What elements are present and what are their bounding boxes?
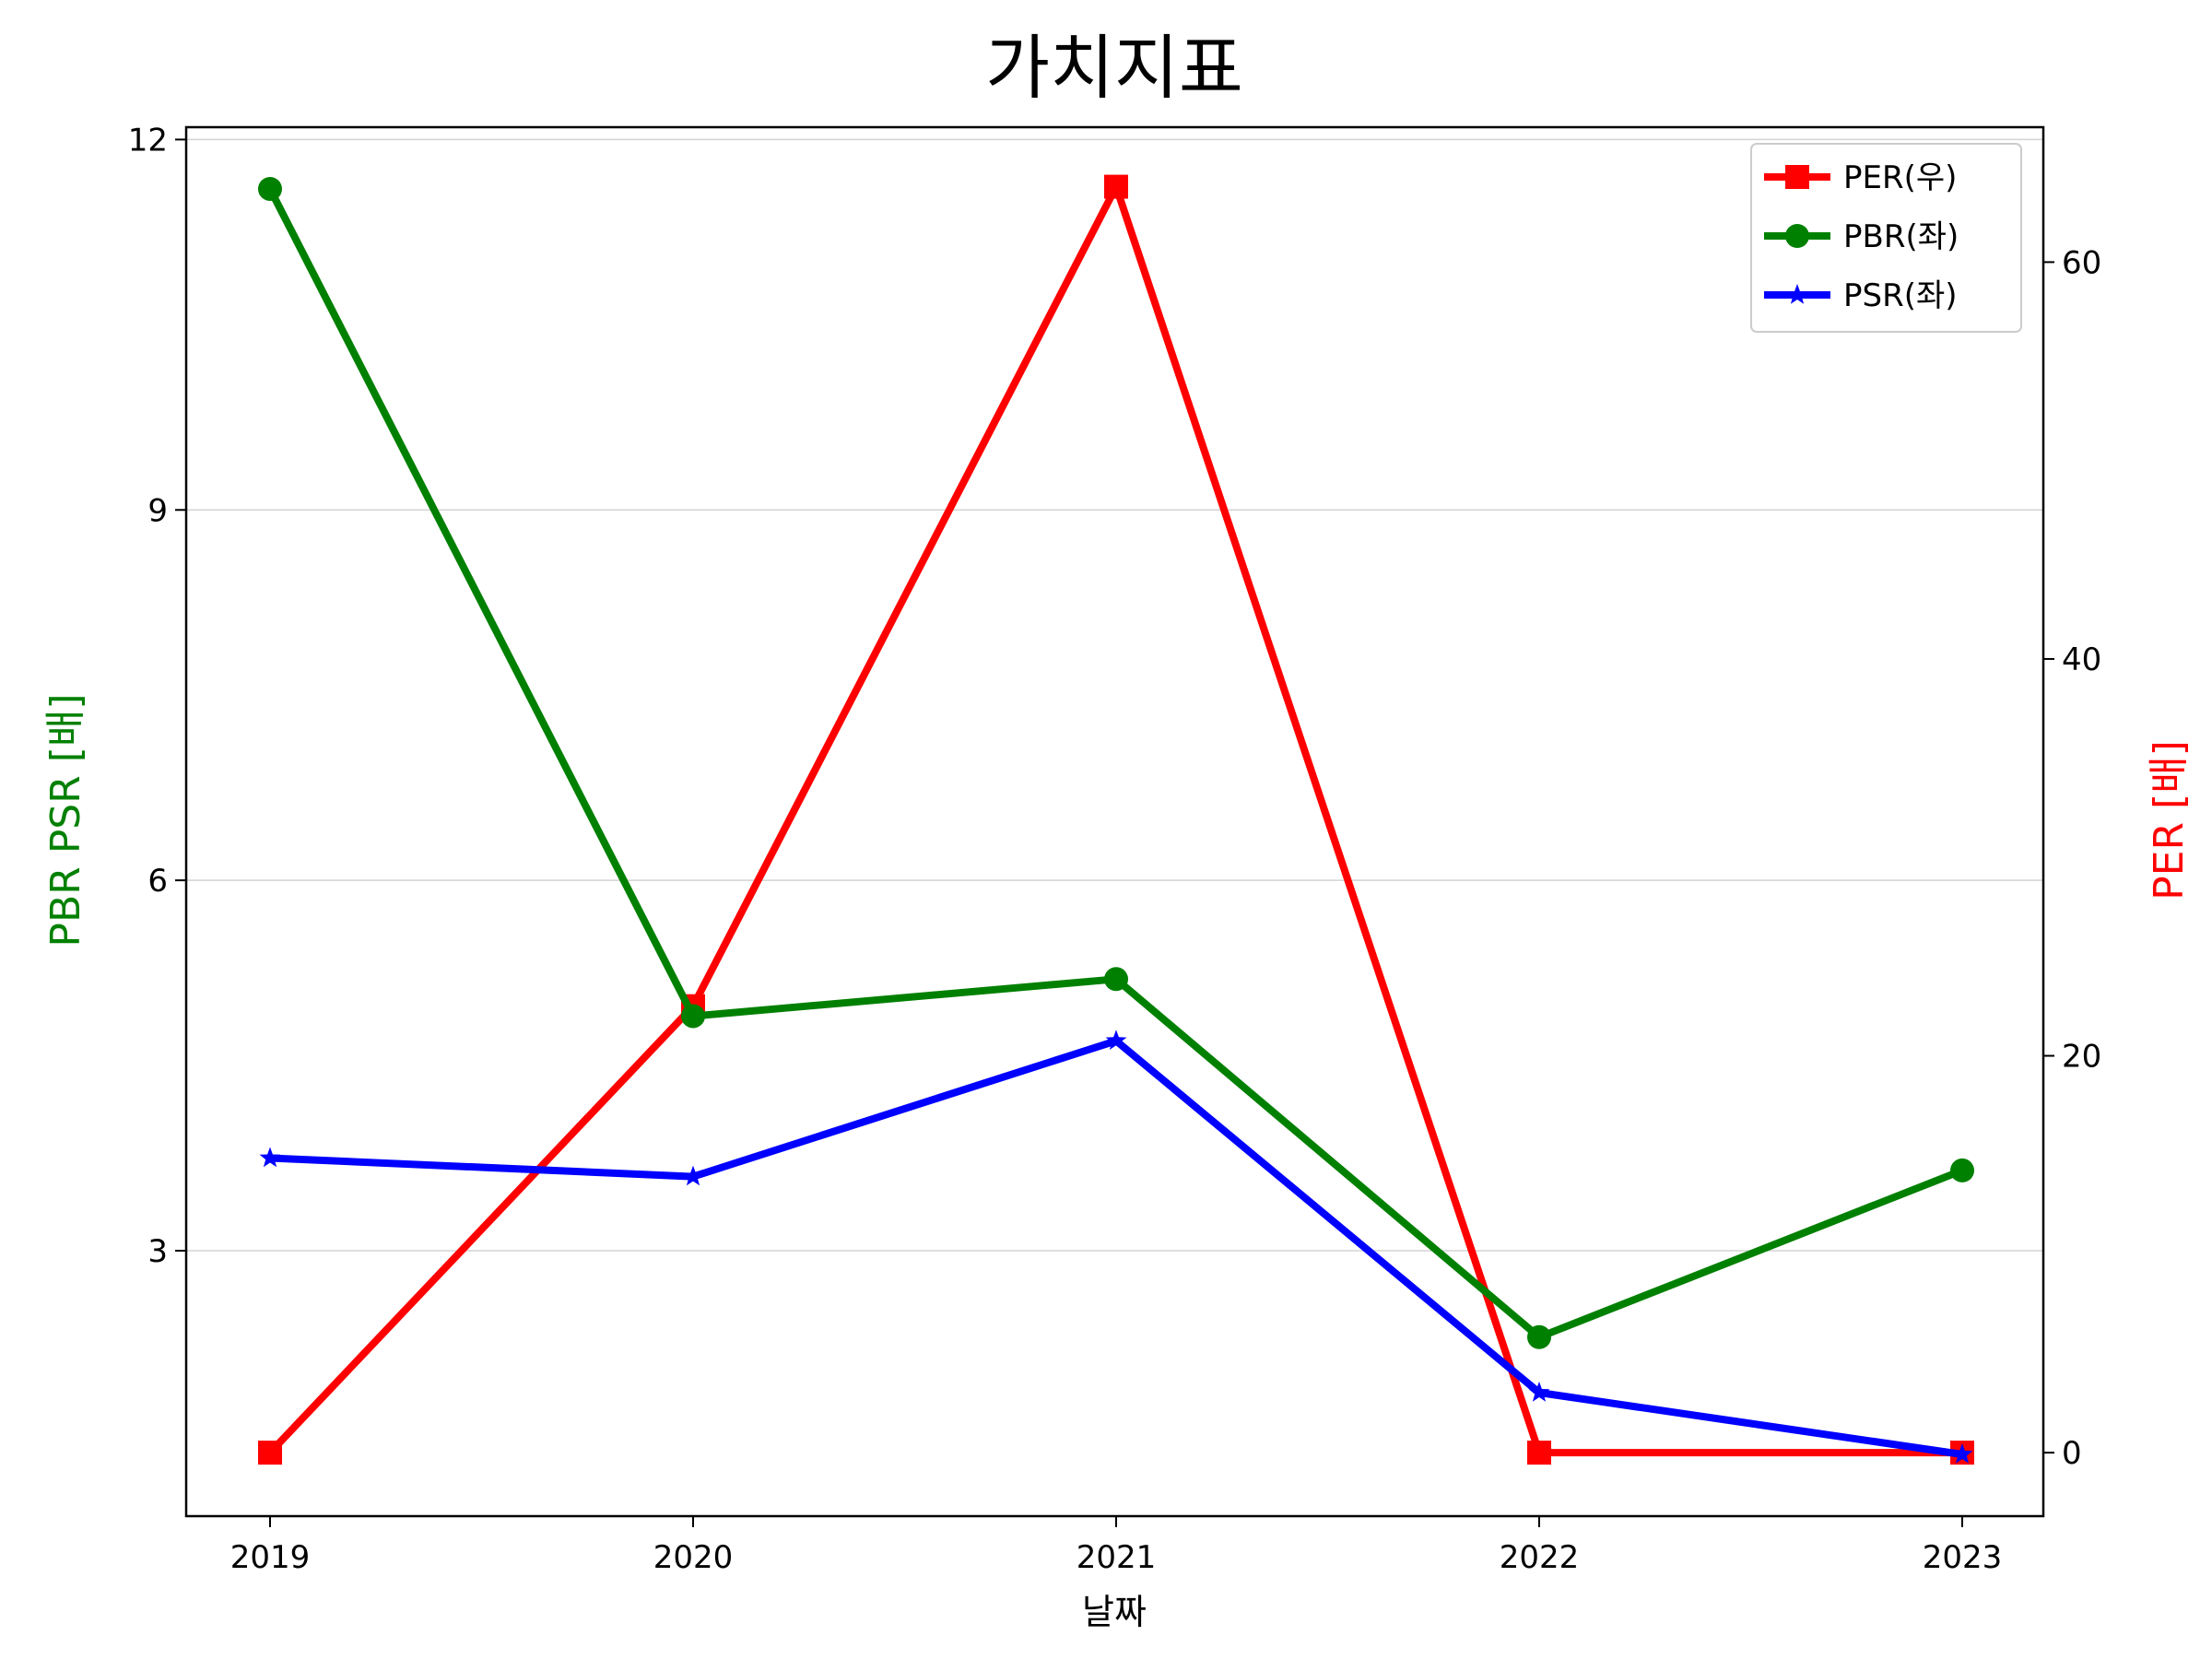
data-point [682,1165,704,1186]
legend-label: PBR(좌) [1843,218,1959,255]
y-right-tick-label: 0 [2062,1435,2082,1472]
grid-lines [186,138,2043,1252]
data-point [1104,174,1128,199]
y-axis-right-label: PER [배] [2146,740,2193,900]
legend-item: PER(우) [1764,159,1957,196]
legend-item: PSR(좌) [1764,277,1958,314]
chart-title: 가치지표 [985,27,1243,109]
legend-marker [1785,165,1809,189]
data-point [1105,1030,1127,1050]
data-point [1528,1382,1550,1402]
plot-frame [184,125,2045,1518]
x-tick-label: 2021 [1077,1539,1157,1576]
legend-label: PSR(좌) [1843,277,1958,314]
y-left-tick-label: 6 [147,863,168,900]
data-point [681,1004,705,1029]
data-point [258,176,282,201]
data-point [1104,967,1128,992]
data-point [1951,1443,1973,1464]
series-1 [258,176,1974,1349]
y-left-tick-label: 9 [147,492,168,529]
legend-marker [1786,284,1808,304]
x-axis-label: 날짜 [1082,1592,1147,1632]
y-axis-left-label: PBR PSR [배] [42,693,89,947]
series-layer [258,174,1974,1465]
data-point [259,1147,281,1168]
y-left-tick-label: 3 [147,1233,168,1270]
x-tick-label: 2023 [1923,1539,2003,1576]
series-2 [259,1030,1973,1464]
legend-box [1750,143,2022,333]
x-tick-label: 2019 [230,1539,311,1576]
data-point [1950,1158,1974,1182]
legend-marker [1785,224,1809,248]
legend-item: PBR(좌) [1764,218,1959,255]
axes: 3 6 9 12 0 20 40 60 2019 2020 2021 2022 2023 [128,122,2102,1576]
legend-label: PER(우) [1843,159,1957,196]
x-tick-label: 2020 [653,1539,734,1576]
data-point [1527,1441,1551,1465]
y-left-tick-label: 12 [128,122,168,159]
y-right-tick-label: 40 [2062,641,2101,678]
legend: PER(우) PBR(좌) PSR(좌) [1750,143,2022,333]
y-right-tick-label: 60 [2062,244,2101,281]
y-right-tick-label: 20 [2062,1039,2101,1076]
data-point [1527,1324,1551,1349]
x-tick-label: 2022 [1500,1539,1580,1576]
data-point [258,1441,282,1465]
